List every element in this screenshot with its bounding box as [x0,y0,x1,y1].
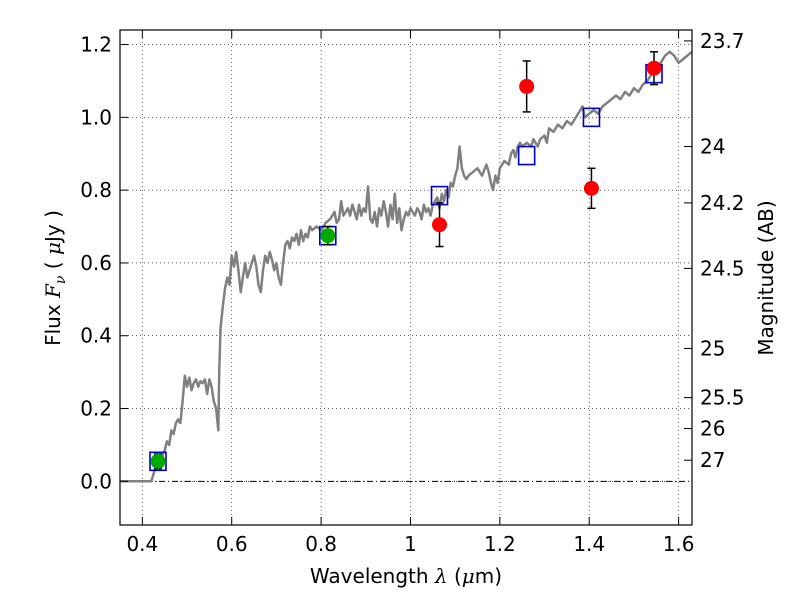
y2-axis-label: Magnitude (AB) [754,200,778,355]
y2-tick-label: 26 [700,417,725,441]
nir-photometry-point [432,217,448,233]
y-tick-label: 0.2 [80,397,112,421]
x-axis-label: Wavelength λ (μm) [310,564,502,588]
optical-photometry-point [320,228,336,244]
nir-photometry-point [583,180,599,196]
y2-tick-label: 27 [700,448,725,472]
axis-ticks: 0.4 0.6 0.8 1 1.2 1.4 1.6 0.0 0.2 0.4 0.6 0.8 1.0 1.2… [80,29,744,556]
x-tick-label: 1 [404,532,417,556]
nir-photometry-point [519,78,535,94]
y2-tick-label: 25 [700,336,725,360]
optical-photometry-point [150,453,166,469]
x-tick-label: 1.4 [573,532,605,556]
x-tick-label: 1.6 [663,532,695,556]
model-square-point [517,145,536,166]
model-square-point [582,107,601,128]
x-tick-label: 0.4 [126,532,158,556]
y-axis-label: Flux Fν ( μJy ) [41,210,69,346]
y-tick-label: 1.2 [80,33,112,57]
plot-frame [119,29,693,526]
y2-tick-label: 25.5 [700,386,745,410]
y2-tick-label: 24.2 [700,191,745,215]
x-tick-label: 0.6 [216,532,248,556]
y-tick-label: 0.8 [80,178,112,202]
y-tick-label: 0.4 [80,324,112,348]
y2-tick-label: 24 [700,134,725,158]
x-tick-label: 0.8 [305,532,337,556]
y2-tick-label: 24.5 [700,256,745,280]
sed-model-line [120,50,693,483]
nir-photometry-point [646,60,662,76]
y2-tick-label: 23.7 [700,29,745,53]
model-square-point [149,451,167,472]
y-tick-label: 0.0 [80,469,112,493]
grid-lines [120,30,692,525]
y-tick-label: 0.6 [80,251,112,275]
plot-area [120,50,693,483]
y-tick-label: 1.0 [80,105,112,129]
x-tick-label: 1.2 [484,532,516,556]
